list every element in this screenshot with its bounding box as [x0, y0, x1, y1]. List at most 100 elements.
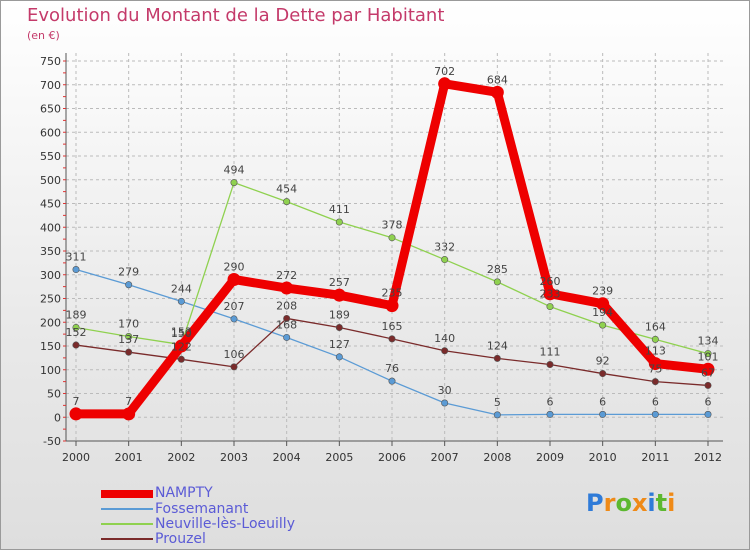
data-label: 290: [224, 261, 245, 274]
logo-letter: t: [655, 489, 668, 517]
data-label: 127: [329, 338, 350, 351]
x-tick-label: 2010: [589, 451, 617, 464]
y-tick-label: 400: [40, 221, 61, 234]
data-label: 332: [434, 241, 455, 254]
data-point: [543, 287, 557, 301]
data-label: 189: [66, 308, 87, 321]
data-point: [546, 410, 554, 418]
data-label: 285: [487, 263, 508, 276]
data-label: 7: [125, 395, 132, 408]
data-label: 7: [73, 395, 80, 408]
data-label: 684: [487, 73, 508, 86]
data-label: 153: [171, 326, 192, 339]
data-label: 494: [224, 164, 245, 177]
data-point: [72, 341, 80, 349]
data-label: 233: [540, 288, 561, 301]
data-label: 208: [276, 299, 297, 312]
legend-label-neuville: Neuville-lès-Loeuilly: [155, 516, 295, 532]
data-label: 189: [329, 308, 350, 321]
y-tick-label: 450: [40, 198, 61, 211]
proxiti-logo: Proxiti: [586, 489, 675, 517]
logo-letter: x: [631, 489, 648, 517]
data-label: 6: [652, 395, 659, 408]
data-point: [69, 407, 83, 421]
data-point: [125, 332, 133, 340]
data-label: 111: [540, 346, 561, 359]
data-point: [177, 355, 185, 363]
y-tick-label: 650: [40, 103, 61, 116]
data-point: [283, 198, 291, 206]
data-label: 75: [648, 363, 662, 376]
data-label: 101: [698, 350, 719, 363]
data-point: [332, 288, 346, 302]
y-tick-label: 750: [40, 55, 61, 68]
data-label: 6: [547, 395, 554, 408]
data-point: [388, 335, 396, 343]
logo-letter: i: [647, 489, 656, 517]
data-label: 702: [434, 65, 455, 78]
data-point: [441, 256, 449, 264]
data-label: 30: [438, 384, 452, 397]
data-label: 106: [224, 348, 245, 361]
data-point: [599, 410, 607, 418]
data-label: 194: [592, 306, 613, 319]
data-label: 6: [705, 395, 712, 408]
data-label: 122: [171, 340, 192, 353]
data-label: 168: [276, 318, 297, 331]
data-label: 150: [171, 327, 192, 340]
data-label: 272: [276, 269, 297, 282]
x-tick-label: 2008: [483, 451, 511, 464]
y-tick-label: 350: [40, 245, 61, 258]
chart-title: Evolution du Montant de la Dette par Hab…: [27, 5, 445, 26]
data-point: [599, 370, 607, 378]
data-label: 152: [66, 326, 87, 339]
y-tick-label: 0: [54, 411, 61, 424]
y-tick-label: 300: [40, 269, 61, 282]
data-point: [283, 333, 291, 341]
data-point: [599, 321, 607, 329]
data-point: [704, 410, 712, 418]
y-tick-label: 200: [40, 316, 61, 329]
data-point: [280, 281, 294, 295]
data-label: 134: [698, 335, 719, 348]
data-label: 92: [596, 355, 610, 368]
legend-label-fossemanant: Fossemanant: [155, 501, 249, 517]
logo-letter: P: [586, 489, 604, 517]
data-label: 113: [645, 345, 666, 358]
data-point: [122, 407, 136, 421]
legend-swatch-fossemanant: [101, 508, 153, 510]
data-label: 279: [118, 266, 139, 279]
data-label: 76: [385, 362, 399, 375]
data-point: [174, 339, 188, 353]
data-label: 5: [494, 396, 501, 409]
data-label: 411: [329, 203, 350, 216]
x-tick-label: 2006: [378, 451, 406, 464]
data-point: [493, 354, 501, 362]
data-point: [335, 218, 343, 226]
data-label: 239: [592, 285, 613, 298]
data-label: 165: [382, 320, 403, 333]
data-point: [125, 281, 133, 289]
data-label: 137: [118, 333, 139, 346]
data-point: [651, 335, 659, 343]
x-tick-label: 2001: [115, 451, 143, 464]
x-tick-label: 2011: [641, 451, 669, 464]
x-tick-label: 2004: [273, 451, 301, 464]
y-tick-label: 100: [40, 364, 61, 377]
data-point: [490, 85, 504, 99]
data-label: 454: [276, 183, 297, 196]
y-tick-label: 700: [40, 79, 61, 92]
legend-swatch-nampty: [101, 490, 153, 498]
logo-letter: r: [603, 489, 616, 517]
data-point: [441, 347, 449, 355]
data-point: [441, 399, 449, 407]
data-label: 170: [118, 318, 139, 331]
data-point: [546, 303, 554, 311]
data-point: [335, 353, 343, 361]
data-label: 67: [701, 366, 715, 379]
legend-label-nampty: NAMPTY: [155, 485, 213, 501]
y-tick-label: 50: [47, 388, 61, 401]
legend-swatch-neuville: [101, 523, 153, 525]
data-label: 257: [329, 276, 350, 289]
x-tick-label: 2009: [536, 451, 564, 464]
